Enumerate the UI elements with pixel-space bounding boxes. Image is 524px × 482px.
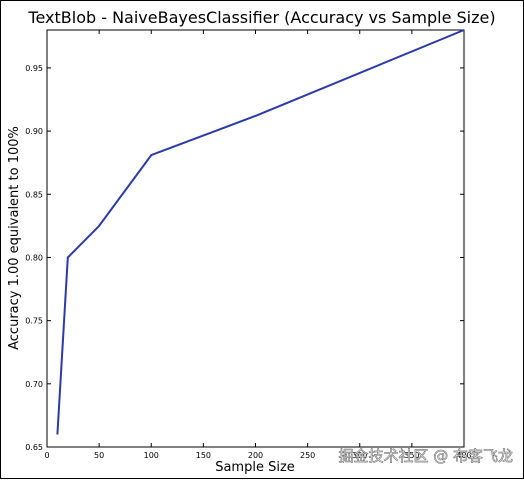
- series-line: [56, 29, 465, 435]
- x-tick-label: 300: [352, 451, 367, 460]
- x-tick-label: 200: [248, 451, 263, 460]
- x-tick-label: 0: [44, 451, 49, 460]
- x-tick-label: 350: [404, 451, 419, 460]
- x-axis-label: Sample Size: [215, 460, 295, 475]
- y-tick-label: 0.95: [25, 64, 43, 73]
- y-tick-label: 0.70: [25, 380, 43, 389]
- watermark-text: 掘金技术社区 @ 布客飞龙: [338, 447, 513, 465]
- chart-title: TextBlob - NaiveBayesClassifier (Accurac…: [27, 8, 495, 27]
- y-tick-label: 0.80: [25, 253, 43, 262]
- y-ticks: 0.65 0.70 0.75 0.80 0.85 0.90 0.95: [25, 64, 464, 452]
- x-tick-label: 100: [144, 451, 159, 460]
- x-tick-label: 250: [300, 451, 315, 460]
- x-tick-label: 50: [94, 451, 104, 460]
- plot-area: [46, 29, 465, 448]
- y-axis-label: Accuracy 1.00 equivalent to 100%: [7, 126, 22, 350]
- y-tick-label: 0.65: [25, 443, 43, 452]
- x-tick-label: 150: [196, 451, 211, 460]
- y-tick-label: 0.75: [25, 317, 43, 326]
- x-tick-label: 400: [456, 451, 471, 460]
- y-tick-label: 0.90: [25, 127, 43, 136]
- y-tick-label: 0.85: [25, 190, 43, 199]
- x-ticks: 0 50 100 150 200 250 300 350 400: [44, 30, 472, 460]
- y-axis-label-group: Accuracy 1.00 equivalent to 100%: [7, 126, 22, 350]
